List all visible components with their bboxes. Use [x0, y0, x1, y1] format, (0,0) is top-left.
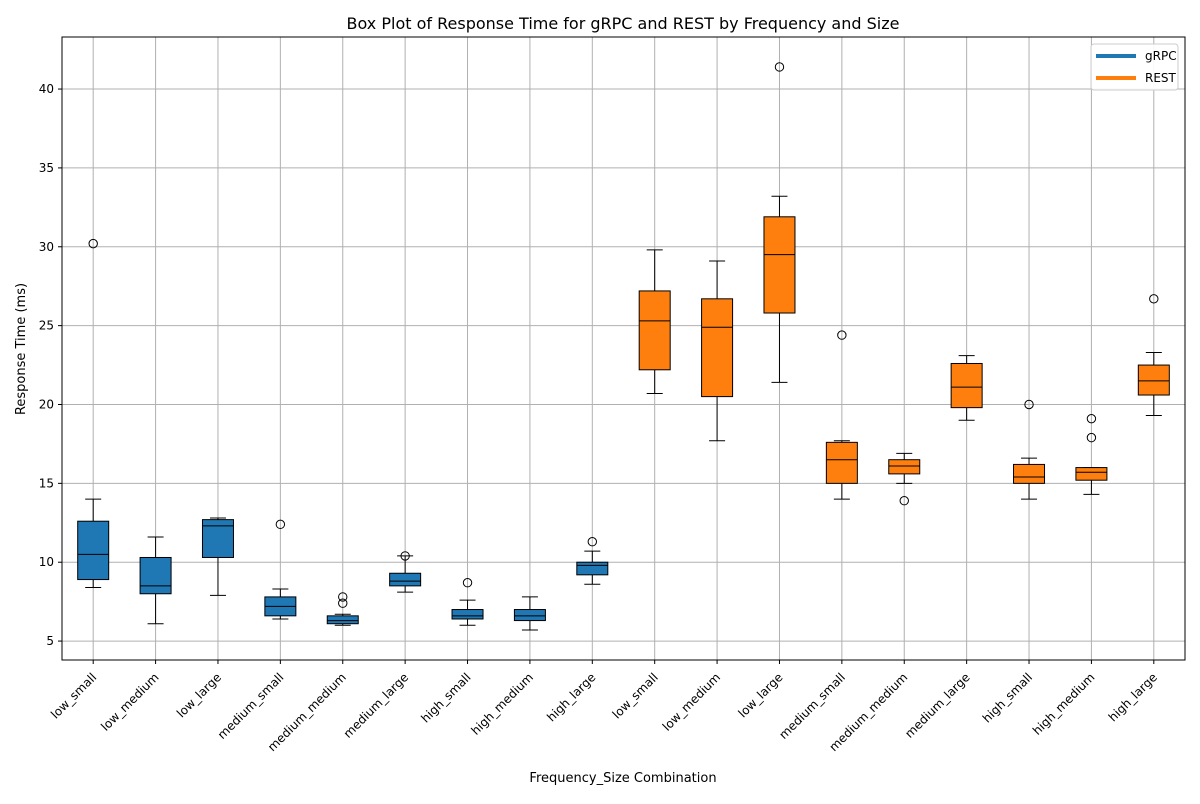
- y-tick-label: 15: [39, 476, 54, 490]
- y-tick-label: 30: [39, 240, 54, 254]
- chart-title: Box Plot of Response Time for gRPC and R…: [347, 14, 900, 33]
- box-rest-high-small: [1013, 399, 1046, 500]
- y-tick-label: 20: [39, 397, 54, 411]
- outlier-point: [1024, 399, 1034, 410]
- outlier-point: [462, 578, 473, 588]
- legend: gRPC REST: [1090, 43, 1179, 91]
- box-rest-medium-large: [950, 355, 983, 421]
- box-rest-high-medium: [1075, 413, 1108, 495]
- iqr-box: [1075, 467, 1108, 481]
- x-tick-label: high_small: [418, 670, 473, 725]
- iqr-box: [451, 609, 484, 620]
- iqr-box: [950, 362, 983, 409]
- x-tick-label: medium_large: [902, 670, 973, 741]
- x-tick-label: medium_large: [341, 670, 412, 741]
- box-rest-medium-small: [825, 330, 858, 500]
- iqr-box: [201, 519, 234, 558]
- legend-label-grpc: gRPC: [1145, 49, 1177, 63]
- iqr-box: [77, 520, 110, 581]
- x-tick-label: high_large: [544, 670, 598, 724]
- x-axis-label: Frequency_Size Combination: [529, 771, 716, 786]
- outlier-point: [338, 598, 348, 608]
- box-grpc-low-small: [77, 238, 110, 588]
- box-grpc-high-small: [451, 578, 484, 626]
- x-tick-label: high_small: [980, 670, 1035, 725]
- iqr-box: [326, 615, 359, 625]
- iqr-box: [576, 561, 609, 576]
- y-tick-label: 25: [39, 319, 54, 333]
- box-grpc-low-large: [201, 517, 234, 596]
- box-grpc-medium-medium: [326, 592, 359, 626]
- outlier-point: [338, 592, 348, 602]
- x-tick-label: low_medium: [98, 670, 162, 734]
- x-tick-label: medium_small: [776, 670, 848, 742]
- box-rest-high-large: [1137, 294, 1170, 417]
- x-tick-label: low_small: [610, 670, 661, 721]
- outlier-point: [837, 330, 847, 340]
- outlier-point: [88, 238, 98, 249]
- iqr-box: [638, 290, 671, 371]
- outlier-point: [899, 496, 909, 506]
- x-tick-label: high_medium: [469, 670, 537, 738]
- iqr-box: [763, 216, 796, 314]
- y-tick-label: 40: [39, 82, 54, 96]
- box-rest-low-small: [638, 249, 671, 394]
- y-axis-ticks: 5 10 15 20 25 30 35 40: [39, 82, 62, 648]
- box-series: [77, 62, 1170, 631]
- iqr-box: [888, 459, 921, 475]
- y-tick-label: 5: [46, 634, 54, 648]
- y-axis-label: Response Time (ms): [14, 283, 29, 415]
- box-grpc-high-medium: [513, 596, 546, 631]
- iqr-box: [389, 572, 422, 587]
- box-rest-low-large: [763, 62, 796, 383]
- iqr-box: [701, 298, 734, 398]
- y-tick-label: 10: [39, 555, 54, 569]
- box-grpc-medium-small: [264, 519, 297, 620]
- iqr-box: [1137, 364, 1170, 396]
- outlier-point: [1086, 413, 1097, 424]
- iqr-box: [139, 556, 172, 595]
- box-grpc-medium-large: [389, 551, 422, 593]
- box-rest-low-medium: [701, 260, 734, 442]
- x-tick-label: medium_small: [215, 670, 287, 742]
- x-tick-label: low_large: [174, 670, 224, 720]
- iqr-box: [1013, 463, 1046, 484]
- x-tick-label: low_small: [48, 670, 99, 721]
- iqr-box: [513, 609, 546, 622]
- plot-frame: [61, 36, 1186, 661]
- iqr-box: [825, 441, 858, 484]
- box-rest-medium-medium: [888, 452, 921, 506]
- outlier-point: [774, 62, 785, 72]
- legend-label-rest: REST: [1145, 71, 1177, 85]
- y-tick-label: 35: [39, 161, 54, 175]
- x-tick-label: high_large: [1106, 670, 1160, 724]
- x-tick-label: high_medium: [1030, 670, 1098, 738]
- x-tick-label: low_medium: [660, 670, 724, 734]
- outlier-point: [1086, 432, 1097, 443]
- grid-lines: [62, 37, 1185, 660]
- outlier-point: [400, 551, 410, 561]
- outlier-point: [275, 519, 286, 530]
- box-grpc-high-large: [576, 537, 609, 585]
- box-grpc-low-medium: [139, 536, 172, 625]
- outlier-point: [587, 537, 598, 547]
- x-tick-label: low_large: [735, 670, 785, 720]
- outlier-point: [1149, 294, 1159, 304]
